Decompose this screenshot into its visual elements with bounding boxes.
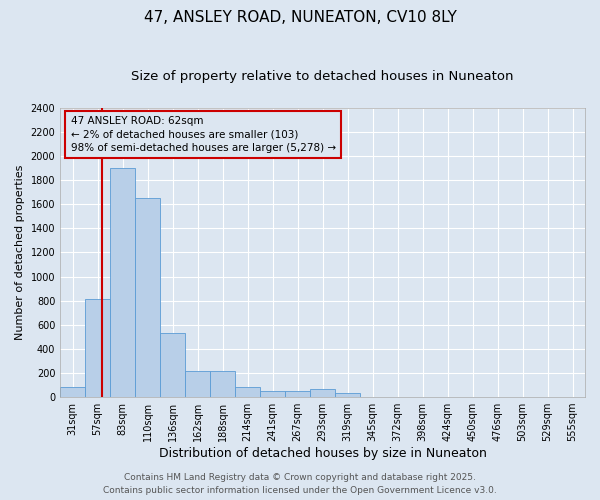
Bar [110,168,135,397]
Bar [135,198,160,397]
X-axis label: Distribution of detached houses by size in Nuneaton: Distribution of detached houses by size … [158,447,487,460]
Bar [335,394,360,397]
Bar [185,370,210,397]
Text: 47, ANSLEY ROAD, NUNEATON, CV10 8LY: 47, ANSLEY ROAD, NUNEATON, CV10 8LY [143,10,457,25]
Text: 47 ANSLEY ROAD: 62sqm
← 2% of detached houses are smaller (103)
98% of semi-deta: 47 ANSLEY ROAD: 62sqm ← 2% of detached h… [71,116,336,153]
Bar [260,391,285,397]
Text: Contains HM Land Registry data © Crown copyright and database right 2025.
Contai: Contains HM Land Registry data © Crown c… [103,474,497,495]
Y-axis label: Number of detached properties: Number of detached properties [15,164,25,340]
Bar [310,388,335,397]
Bar [285,391,310,397]
Bar [235,388,260,397]
Bar [85,300,110,397]
Bar [160,333,185,397]
Bar [60,388,85,397]
Title: Size of property relative to detached houses in Nuneaton: Size of property relative to detached ho… [131,70,514,83]
Bar [210,370,235,397]
